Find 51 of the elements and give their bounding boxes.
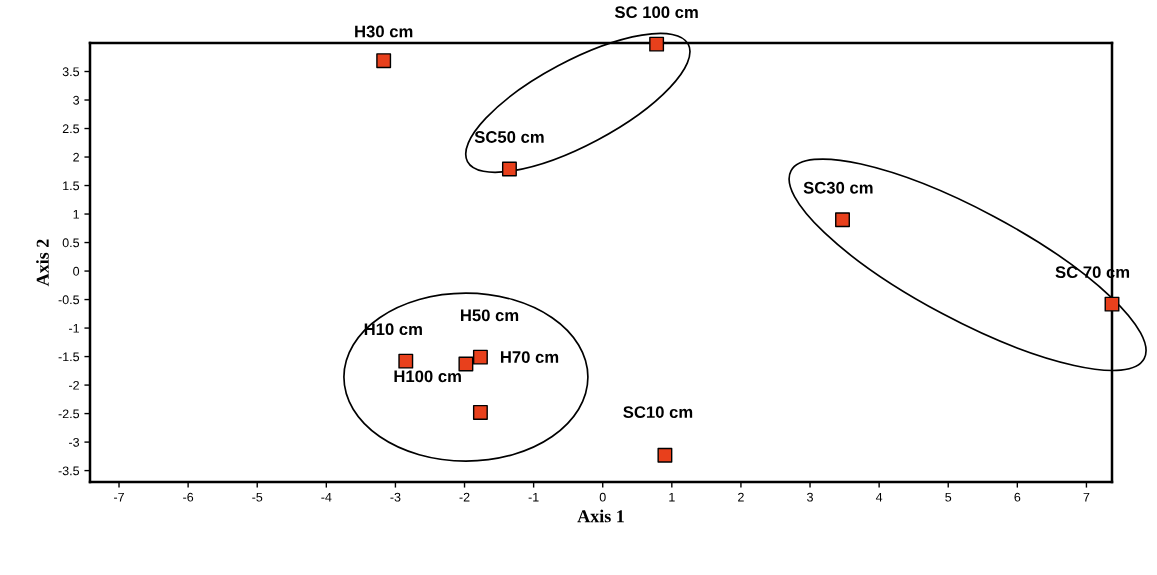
annotation: SC30 cm (803, 181, 873, 194)
x-axis-title: Axis 1 (577, 509, 624, 523)
x-tick-label: -3 (390, 492, 401, 502)
y-tick-label: -1 (69, 323, 79, 333)
y-tick-label: 0.5 (62, 238, 80, 248)
y-tick-label: 2 (73, 152, 79, 162)
point (835, 212, 850, 228)
point (472, 349, 488, 365)
y-tick-label: 3.5 (62, 67, 80, 77)
y-tick-label: -0.5 (58, 295, 80, 305)
annotation: SC50 cm (474, 131, 544, 143)
y-tick-label: 2.5 (62, 124, 80, 134)
x-tick-label: 4 (875, 492, 883, 502)
annotation: H30 cm (355, 25, 413, 38)
x-tick-label: -4 (321, 492, 332, 502)
x-tick-label: -7 (114, 492, 124, 502)
y-tick-label: 3 (73, 95, 80, 105)
point (657, 447, 673, 463)
y-tick-label: -3 (69, 437, 80, 447)
annotation: SC 100 cm (614, 6, 698, 19)
point (472, 404, 488, 420)
point (458, 356, 474, 372)
x-tick-label: 0 (599, 492, 606, 502)
y-tick-label: -3.5 (58, 466, 80, 476)
point (501, 161, 517, 177)
point (1104, 296, 1120, 312)
x-tick-label: -6 (183, 492, 194, 502)
point (398, 353, 414, 369)
y-axis-title: Axis 2 (36, 239, 49, 287)
x-tick-label: 1 (669, 492, 675, 502)
x-tick-label: -5 (252, 492, 263, 502)
y-tick-label: 1 (73, 209, 79, 219)
annotation: SC10 cm (623, 406, 693, 419)
annotation: H100 cm (394, 370, 461, 383)
y-tick-label: 1.5 (63, 181, 80, 191)
x-tick-label: 7 (1083, 492, 1090, 502)
x-tick-label: -2 (459, 492, 470, 502)
x-tick-label: 6 (1014, 492, 1021, 502)
y-tick-label: -2.5 (58, 409, 80, 419)
x-tick-label: 5 (945, 492, 952, 502)
point (376, 53, 392, 69)
y-tick-label: -1.5 (58, 352, 80, 362)
x-tick-label: 3 (807, 492, 813, 502)
annotation: H70 cm (500, 351, 559, 363)
y-tick-label: 0 (73, 266, 80, 276)
annotation: H50 cm (460, 309, 519, 322)
y-tick-label: -2 (69, 380, 79, 390)
x-tick-label: -1 (528, 492, 539, 502)
x-tick-label: 2 (738, 492, 744, 502)
annotation: H10 cm (364, 323, 422, 336)
point (649, 36, 665, 52)
